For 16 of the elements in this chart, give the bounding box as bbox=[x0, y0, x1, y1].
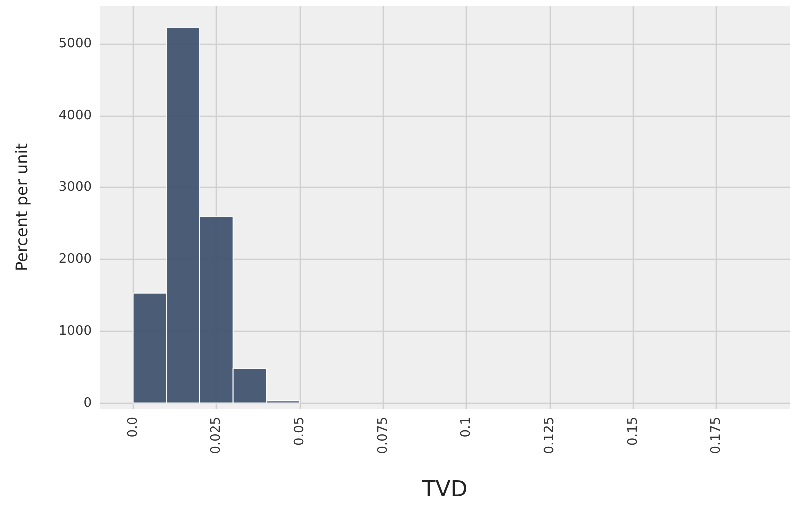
x-tick-label: 0.125 bbox=[542, 417, 558, 454]
x-tick-label: 0.025 bbox=[209, 417, 224, 454]
x-tick-label: 0.05 bbox=[292, 417, 308, 446]
x-tick-label: 0.0 bbox=[126, 417, 141, 438]
y-tick-label: 5000 bbox=[58, 36, 92, 52]
y-tick-label: 4000 bbox=[58, 108, 92, 124]
y-tick-label: 2000 bbox=[58, 252, 92, 268]
x-tick-label: 0.175 bbox=[709, 417, 724, 454]
x-axis-title: TVD bbox=[421, 478, 468, 502]
x-tick-label: 0.1 bbox=[459, 417, 474, 438]
x-tick-label: 0.15 bbox=[626, 417, 641, 446]
y-axis-title: Percent per unit bbox=[12, 144, 32, 272]
y-tick-label: 0 bbox=[84, 396, 92, 411]
y-tick-label: 1000 bbox=[58, 324, 92, 339]
x-tick-label: 0.075 bbox=[376, 417, 391, 454]
y-tick-label: 3000 bbox=[58, 180, 92, 196]
